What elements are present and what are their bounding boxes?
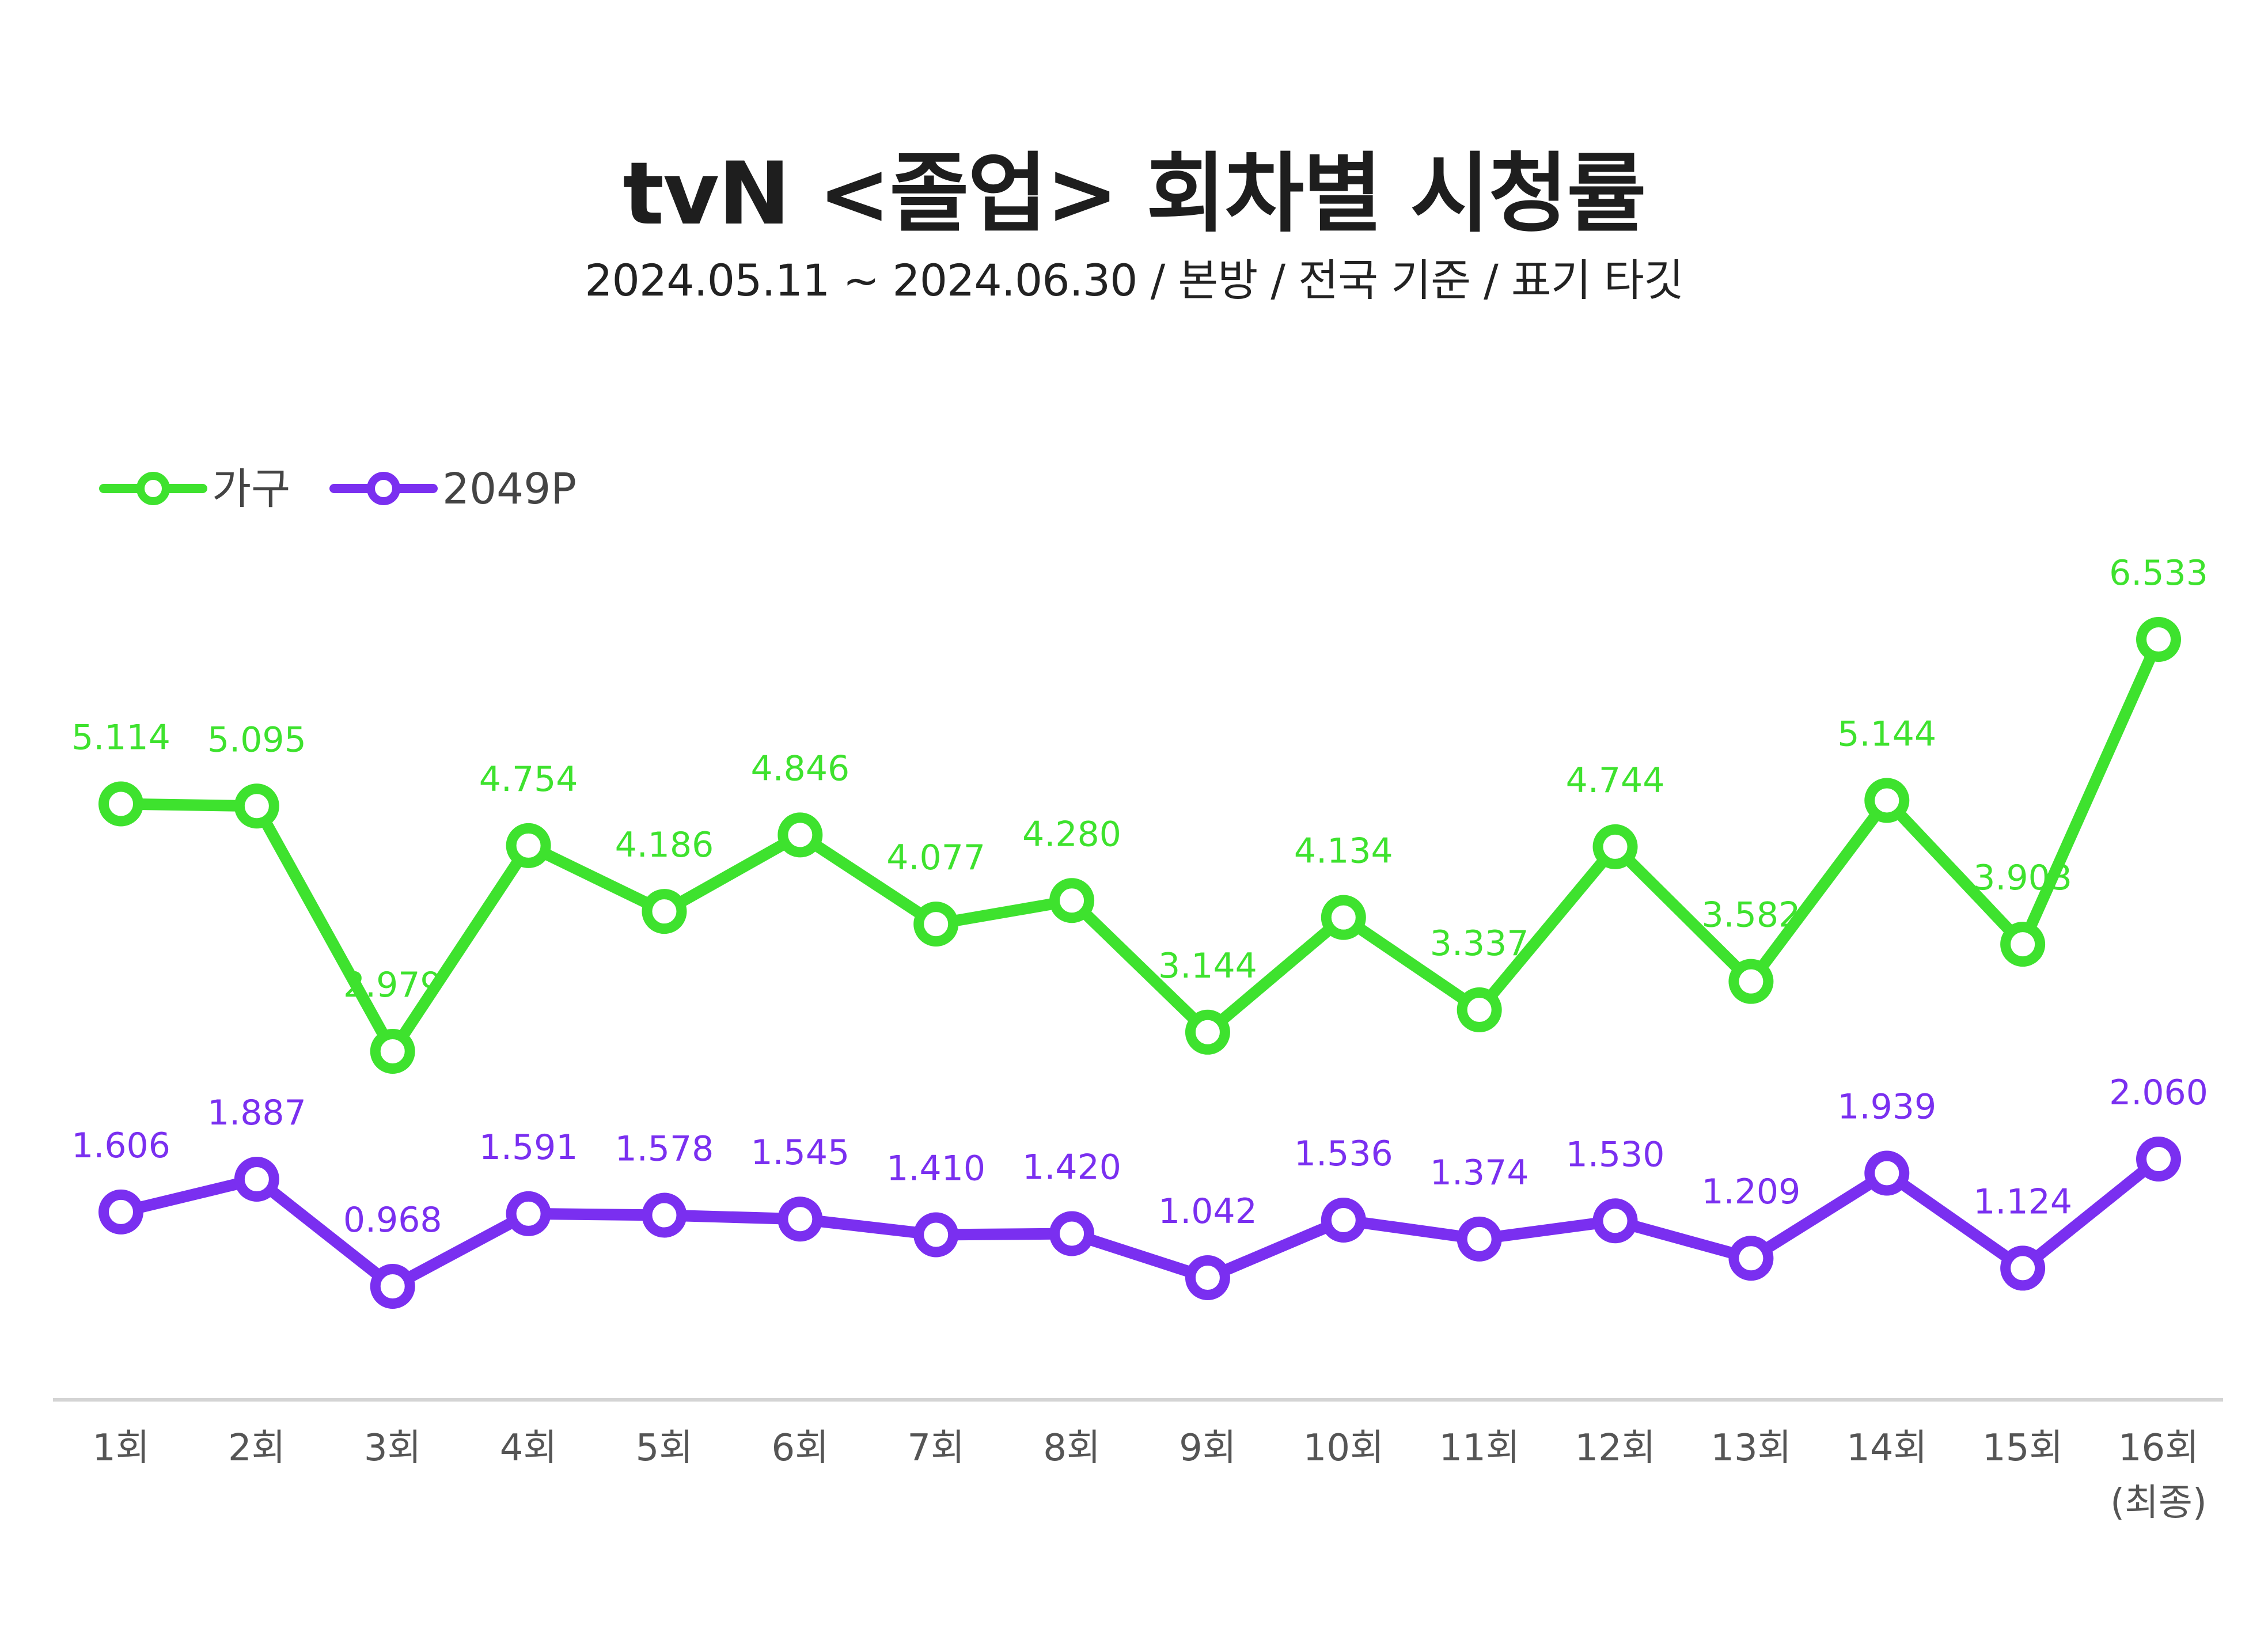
- data-point: [98, 781, 143, 827]
- series-2049p: 1.606 1.887 0.968 1.591 1.578 1.545 1.410 1.420…: [71, 1073, 2208, 1309]
- data-point: [913, 902, 959, 947]
- data-point: [1321, 895, 1366, 940]
- x-tick-label: 8회: [1043, 1427, 1101, 1470]
- x-tick-label: 11회: [1439, 1427, 1520, 1470]
- data-point: [506, 823, 551, 868]
- chart-title: tvN <졸업> 회차별 시청률: [623, 144, 1646, 244]
- data-point: [370, 1029, 415, 1074]
- data-label: 1.606: [71, 1126, 170, 1166]
- x-tick-label: 4회: [500, 1427, 557, 1470]
- data-label: 1.530: [1566, 1134, 1665, 1175]
- data-label: 1.124: [1973, 1182, 2072, 1222]
- data-label: 4.280: [1022, 814, 1121, 854]
- data-label: 4.077: [886, 838, 985, 878]
- legend-label: 2049P: [442, 464, 577, 514]
- x-tick-label: 6회: [772, 1427, 829, 1470]
- data-point: [1728, 959, 1774, 1004]
- data-label: 2.979: [343, 965, 442, 1005]
- x-tick-label: 16회: [2118, 1427, 2199, 1470]
- data-point: [1185, 1009, 1230, 1055]
- data-label: 6.533: [2109, 553, 2208, 593]
- data-point: [778, 1196, 823, 1242]
- data-label: 1.374: [1430, 1153, 1529, 1193]
- series-line: [115, 634, 2164, 1057]
- chart-subtitle: 2024.05.11 ~ 2024.06.30 / 본방 / 전국 기준 / 표…: [585, 255, 1684, 306]
- data-point: [1457, 987, 1502, 1032]
- series-household: 5.114 5.095 2.979 4.754 4.186 4.846 4.077 4.280…: [71, 553, 2208, 1074]
- data-point: [1321, 1198, 1366, 1243]
- data-label: 4.186: [615, 825, 714, 865]
- legend: 가구 2049P: [99, 464, 577, 514]
- data-label: 5.114: [71, 717, 170, 758]
- data-label: 1.410: [886, 1149, 985, 1189]
- data-point: [1864, 1150, 1910, 1196]
- data-point: [234, 783, 279, 829]
- data-label: 5.095: [207, 720, 306, 760]
- data-point: [370, 1264, 415, 1309]
- data-point: [1049, 1211, 1095, 1256]
- data-label: 0.968: [343, 1200, 442, 1240]
- legend-label: 가구: [212, 464, 290, 514]
- data-point: [1049, 878, 1095, 923]
- legend-swatch-marker: [367, 472, 400, 505]
- data-point: [2000, 1245, 2046, 1291]
- data-label: 2.060: [2109, 1073, 2208, 1113]
- data-label: 3.144: [1158, 946, 1257, 986]
- series-layer: 5.114 5.095 2.979 4.754 4.186 4.846 4.077 4.280…: [71, 553, 2208, 1309]
- data-label: 1.887: [207, 1093, 306, 1133]
- data-point: [1457, 1216, 1502, 1262]
- data-label: 1.591: [479, 1127, 578, 1168]
- data-point: [642, 1192, 687, 1238]
- data-point: [1185, 1255, 1230, 1301]
- data-label: 3.582: [1702, 895, 1801, 936]
- data-point: [1592, 824, 1638, 869]
- data-label: 1.209: [1702, 1172, 1801, 1212]
- data-label: 1.939: [1837, 1086, 1936, 1127]
- data-point: [913, 1212, 959, 1258]
- x-tick-label: 7회: [907, 1427, 965, 1470]
- x-tick-label: 5회: [636, 1427, 693, 1470]
- data-point: [1728, 1236, 1774, 1281]
- legend-item: 가구: [99, 464, 290, 514]
- series-line: [115, 1153, 2164, 1292]
- data-label: 4.134: [1294, 831, 1393, 872]
- data-label: 4.846: [750, 748, 849, 789]
- x-tick-label: 13회: [1711, 1427, 1791, 1470]
- data-point: [1864, 778, 1910, 823]
- data-point: [2136, 1137, 2181, 1182]
- data-label: 4.744: [1566, 760, 1665, 801]
- x-tick-label: 3회: [364, 1427, 422, 1470]
- data-point: [234, 1157, 279, 1202]
- x-axis-ticks: 1회 2회 3회 4회 5회 6회 7회 8회 9회 10회 11회 12회 13회 14회 15회 16회 (…: [92, 1427, 2207, 1524]
- data-label: 1.536: [1294, 1134, 1393, 1174]
- x-tick-label: 2회: [228, 1427, 286, 1470]
- data-label: 4.754: [479, 759, 578, 800]
- data-label: 1.420: [1022, 1148, 1121, 1188]
- data-label: 3.337: [1430, 923, 1529, 964]
- data-point: [642, 889, 687, 934]
- data-point: [98, 1189, 143, 1235]
- legend-swatch-marker: [136, 472, 170, 505]
- data-point: [778, 812, 823, 858]
- data-label: 3.903: [1973, 858, 2072, 898]
- x-tick-label: 12회: [1575, 1427, 1655, 1470]
- x-tick-label: 10회: [1303, 1427, 1384, 1470]
- x-tick-label: 1회: [92, 1427, 150, 1470]
- x-tick-label: 15회: [1982, 1427, 2063, 1470]
- data-label: 1.042: [1158, 1191, 1257, 1232]
- data-label: 5.144: [1837, 714, 1936, 754]
- data-point: [2136, 617, 2181, 662]
- data-label: 1.545: [750, 1133, 849, 1173]
- data-label: 1.578: [615, 1129, 714, 1169]
- data-point: [1592, 1198, 1638, 1244]
- legend-item: 2049P: [329, 464, 577, 514]
- x-tick-note: (최종): [2110, 1482, 2207, 1524]
- data-point: [506, 1191, 551, 1236]
- data-point: [2000, 922, 2046, 967]
- x-tick-label: 14회: [1846, 1427, 1927, 1470]
- x-tick-label: 9회: [1179, 1427, 1237, 1470]
